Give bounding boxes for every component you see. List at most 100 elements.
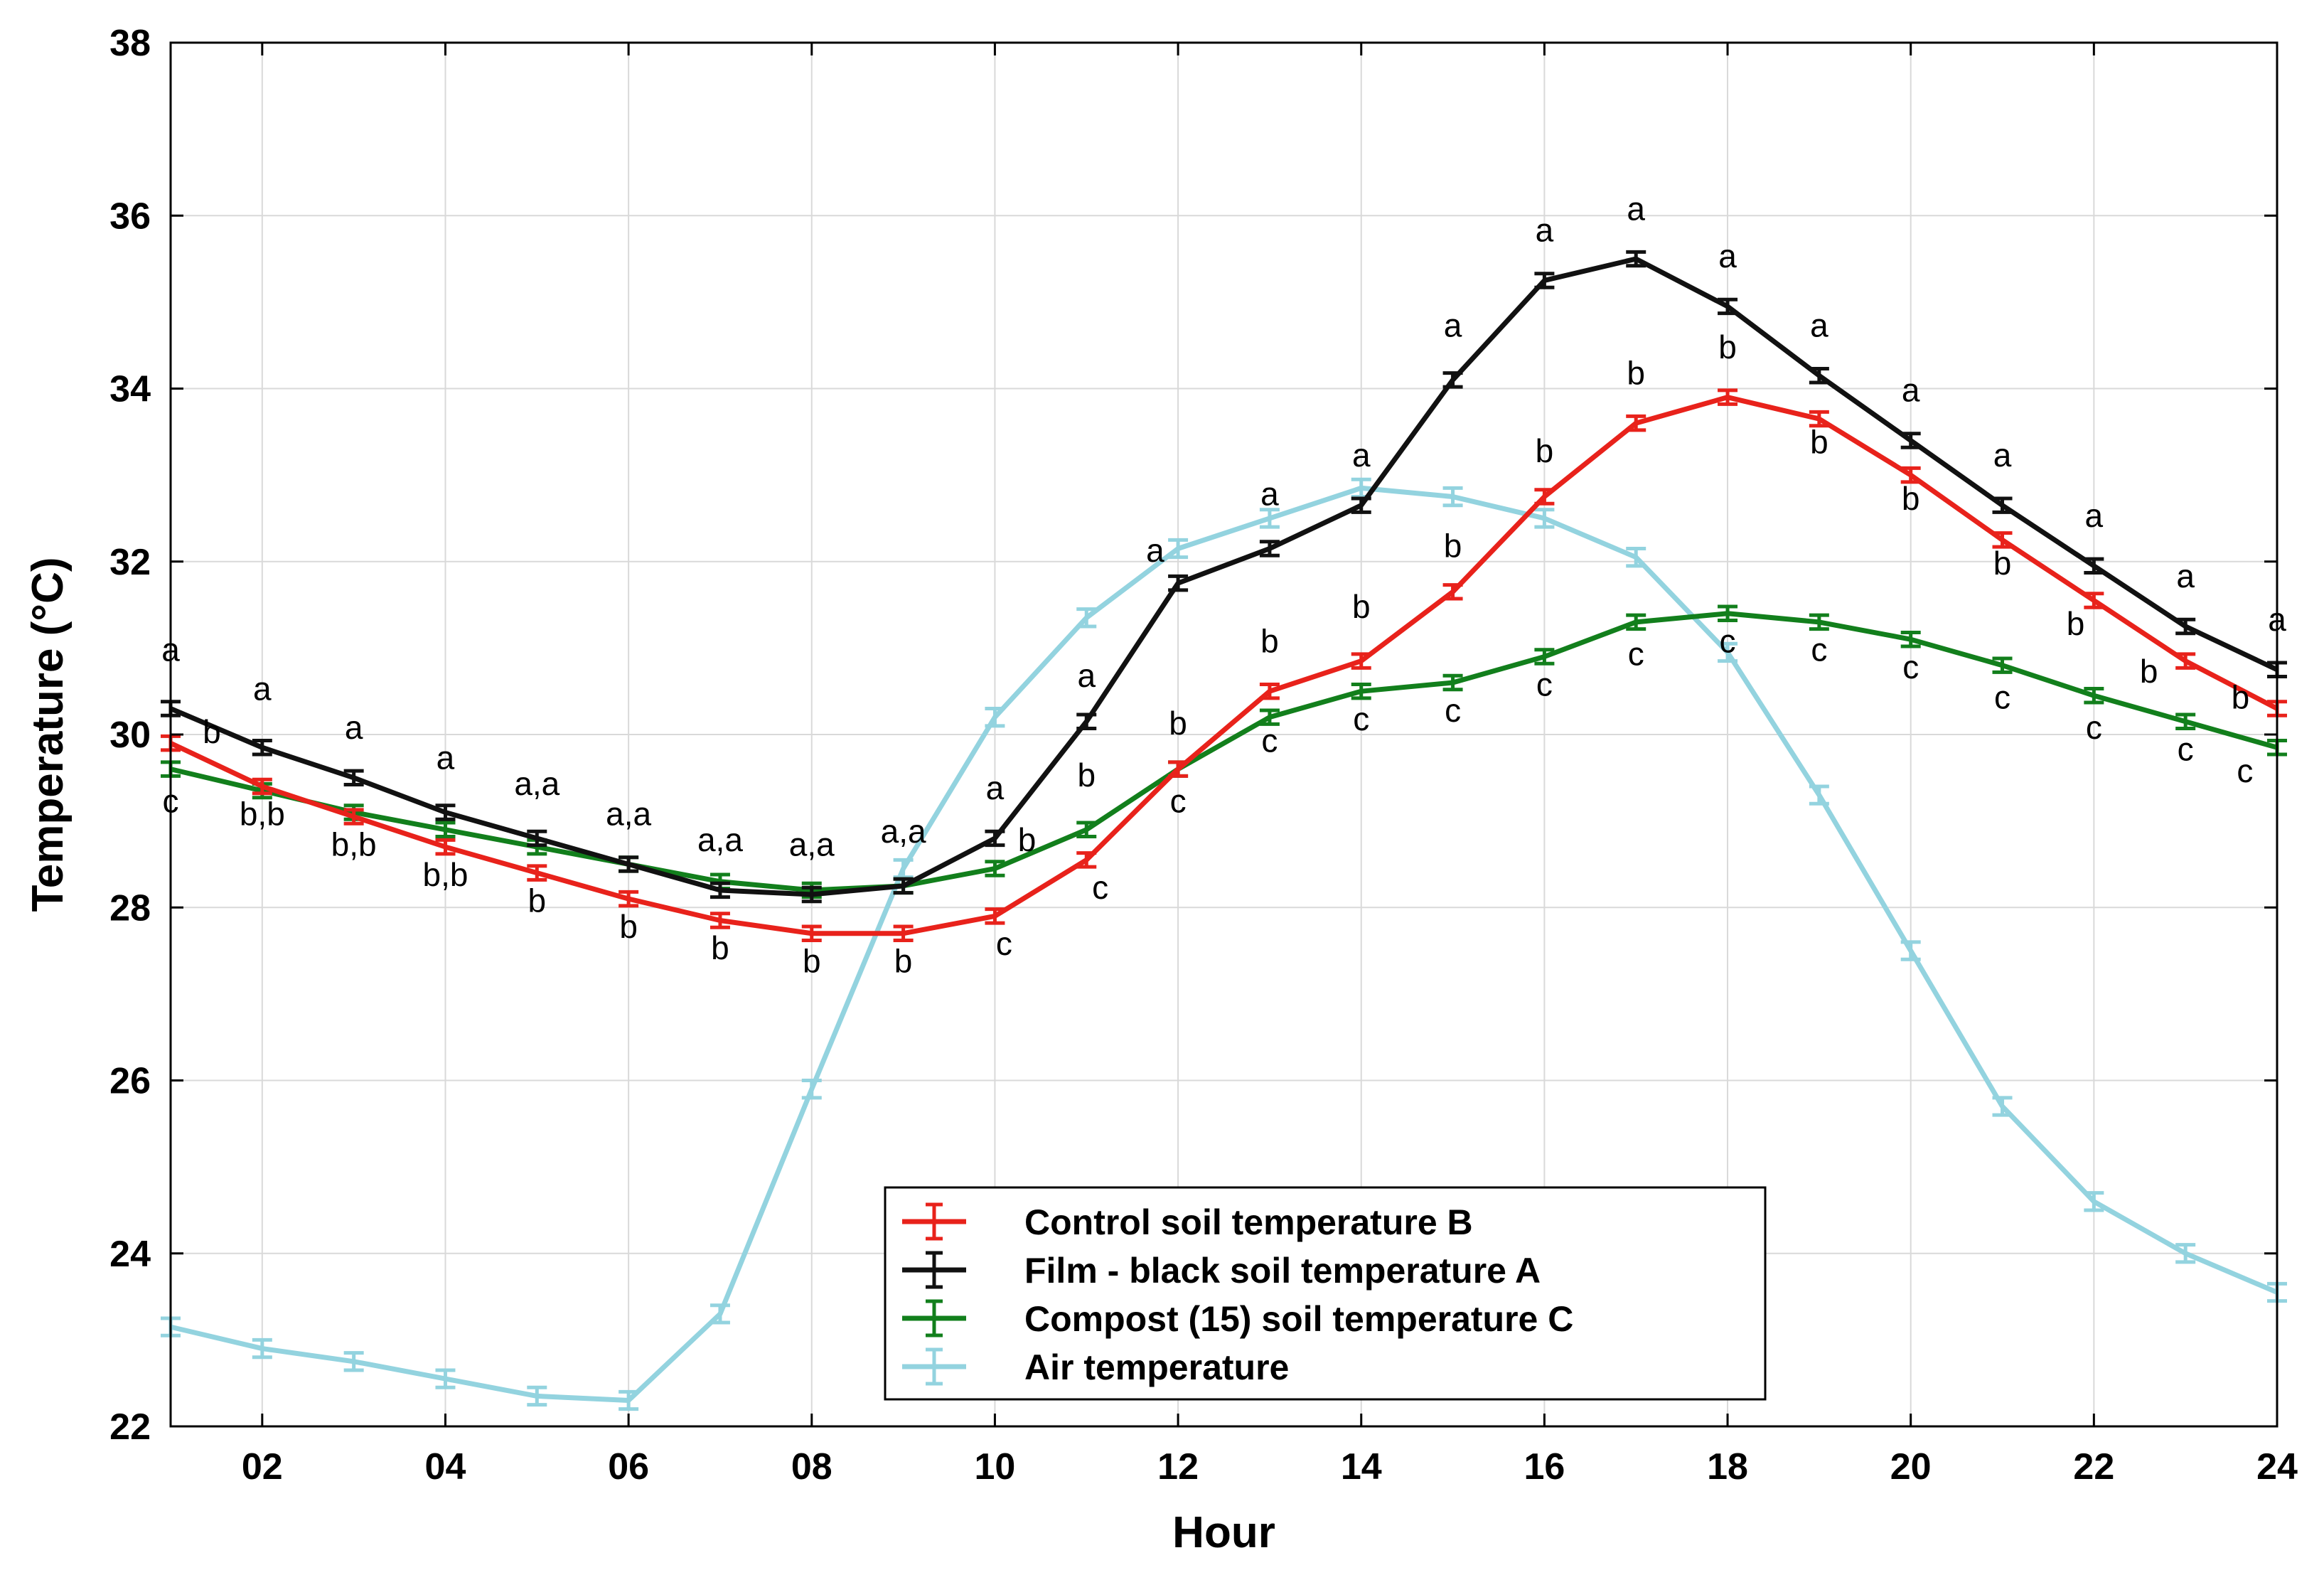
- significance-label: b: [528, 882, 547, 919]
- significance-label: b,b: [240, 796, 285, 833]
- series-layer: [161, 250, 2287, 1411]
- error-bar: [1351, 652, 1371, 670]
- significance-label: c: [2237, 752, 2253, 789]
- error-bar: [1992, 656, 2013, 674]
- y-tick-label: 34: [109, 369, 151, 410]
- error-bar: [1076, 712, 1097, 730]
- significance-label: c: [2178, 730, 2194, 767]
- error-bar: [2084, 592, 2104, 609]
- error-bar: [252, 739, 272, 757]
- significance-label: c: [1720, 622, 1736, 659]
- error-bar: [1992, 531, 2013, 549]
- x-tick-label: 10: [975, 1446, 1016, 1488]
- error-bar: [1259, 540, 1280, 557]
- significance-label: b: [1810, 424, 1828, 461]
- error-bar: [1351, 496, 1371, 514]
- error-bar: [2175, 1243, 2196, 1264]
- error-bar: [1168, 760, 1189, 778]
- error-bar: [1259, 508, 1280, 529]
- significance-label: b: [894, 942, 913, 979]
- significance-label: c: [1628, 636, 1644, 673]
- error-bar: [2084, 1191, 2104, 1212]
- y-tick-label: 24: [109, 1234, 151, 1275]
- significance-label: b: [711, 929, 729, 966]
- significance-label: b: [1718, 329, 1737, 365]
- error-bar: [343, 808, 364, 826]
- error-bar: [1534, 272, 1555, 289]
- error-bar: [1626, 613, 1646, 631]
- significance-label: b: [1993, 545, 2012, 582]
- y-tick-label: 32: [109, 542, 151, 583]
- y-tick-label: 22: [109, 1406, 151, 1448]
- x-tick-label: 04: [425, 1446, 466, 1488]
- significance-label: b: [1444, 528, 1462, 565]
- significance-label: b: [1902, 480, 1920, 517]
- significance-label: a: [1352, 437, 1371, 474]
- significance-label: b: [619, 908, 638, 945]
- significance-label: c: [1811, 631, 1827, 668]
- x-tick-label: 02: [242, 1446, 283, 1488]
- significance-label: b: [1627, 354, 1645, 391]
- significance-label: b: [803, 942, 821, 979]
- error-bar: [709, 881, 730, 899]
- error-bar: [435, 838, 456, 856]
- error-bar: [435, 803, 456, 821]
- significance-label: a: [2085, 497, 2104, 534]
- error-bar: [619, 890, 639, 908]
- error-bar: [527, 1385, 547, 1407]
- error-bar: [1534, 648, 1555, 666]
- error-bar: [1626, 547, 1646, 568]
- error-bar: [527, 864, 547, 882]
- error-bar: [1626, 250, 1646, 268]
- error-bar: [1076, 851, 1097, 869]
- significance-label: b: [2067, 605, 2085, 642]
- significance-label: b: [203, 713, 221, 750]
- y-tick-label: 30: [109, 715, 151, 756]
- significance-label: b: [2140, 653, 2158, 690]
- error-bar: [1442, 371, 1463, 389]
- x-tick-label: 14: [1341, 1446, 1382, 1488]
- significance-label: c: [1170, 782, 1187, 819]
- significance-label: a: [986, 769, 1005, 806]
- error-bar: [985, 829, 1005, 848]
- error-bar: [1718, 388, 1738, 406]
- error-bar: [252, 777, 272, 796]
- legend-label: Control soil temperature B: [1024, 1202, 1473, 1242]
- significance-label: a: [253, 670, 272, 707]
- significance-label: a: [345, 709, 363, 746]
- significance-label: a,a: [789, 826, 835, 863]
- series-line: [170, 611, 2278, 893]
- legend-box: [884, 1186, 1767, 1401]
- error-bar: [985, 707, 1005, 728]
- significance-label: c: [1994, 679, 2010, 716]
- error-bar: [1809, 784, 1829, 806]
- series-line: [169, 395, 2279, 936]
- error-bar: [1900, 432, 1921, 449]
- significance-label: b: [1260, 622, 1279, 659]
- error-bar: [1992, 1096, 2013, 1117]
- error-bar: [893, 877, 914, 895]
- series-2: [161, 250, 2287, 904]
- significance-label: a: [1260, 476, 1279, 513]
- significance-label: c: [1261, 722, 1278, 759]
- significance-label: a: [1077, 657, 1096, 694]
- significance-label: c: [1353, 700, 1369, 737]
- x-tick-label: 12: [1157, 1446, 1199, 1488]
- error-bar: [1259, 682, 1280, 700]
- error-bar: [343, 769, 364, 787]
- error-bar: [252, 1337, 272, 1360]
- significance-label: b: [1018, 821, 1037, 858]
- error-bar: [435, 1368, 456, 1389]
- error-bar: [709, 1303, 730, 1325]
- significance-label: a,a: [881, 813, 926, 850]
- legend-item: Control soil temperature B: [902, 1202, 1473, 1242]
- error-bar: [2175, 652, 2196, 670]
- x-tick-label: 06: [608, 1446, 649, 1488]
- x-tick-label: 20: [1890, 1446, 1932, 1488]
- error-bar: [1168, 574, 1189, 592]
- error-bar: [1809, 410, 1829, 428]
- significance-label: a: [1146, 532, 1164, 569]
- significance-label: b: [1536, 432, 1554, 469]
- error-bar: [1718, 641, 1738, 663]
